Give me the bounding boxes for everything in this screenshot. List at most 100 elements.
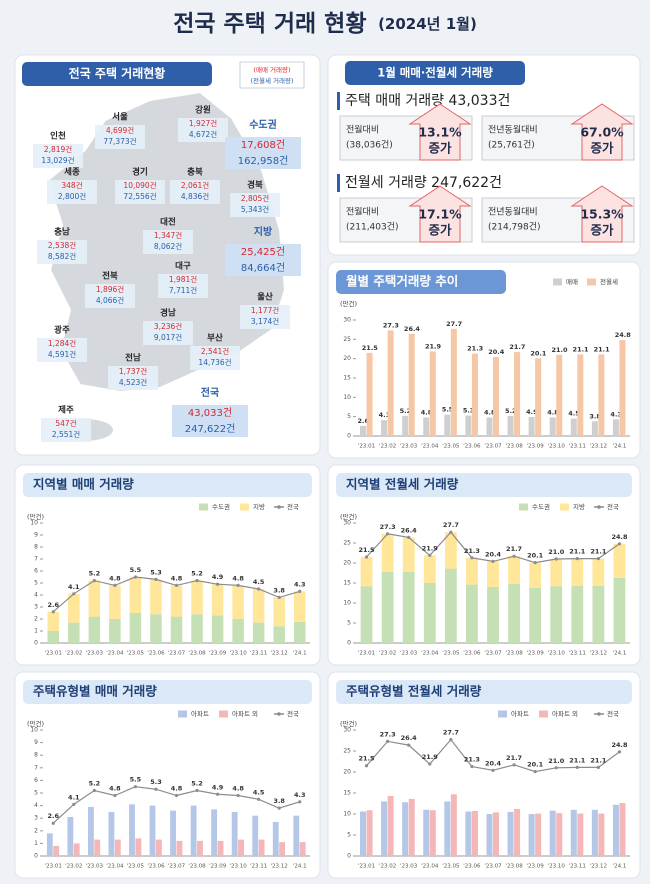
legend-swatch	[199, 503, 208, 511]
bar	[408, 798, 415, 856]
bar	[444, 414, 451, 436]
region-value-bg	[115, 180, 165, 204]
data-label: 4.8	[232, 785, 244, 793]
bar	[293, 591, 306, 622]
region-name: 부산	[207, 333, 223, 344]
line-point	[113, 583, 117, 588]
region-value-bg	[33, 144, 83, 168]
x-tick-label: '23.12	[271, 864, 288, 870]
region-rent: 3,174건	[251, 316, 279, 326]
legend-label: 수도권	[212, 503, 230, 511]
x-tick-label: '23.11	[569, 651, 586, 657]
line-point	[364, 555, 369, 559]
bar	[381, 533, 394, 572]
bar	[577, 813, 584, 856]
line-point	[533, 561, 537, 565]
total-sale: 17,608건	[241, 139, 285, 151]
bar	[429, 351, 436, 436]
line-point	[575, 765, 579, 769]
line-point	[298, 800, 302, 804]
bar	[238, 839, 244, 856]
line-point	[512, 554, 516, 558]
line-point	[364, 764, 369, 768]
line-point	[491, 559, 495, 564]
x-tick-label: '23.06	[463, 864, 481, 870]
line-point	[174, 793, 179, 798]
region-name: 경남	[160, 308, 176, 319]
page-title: 전국 주택 거래 현황 (2024년 1월)	[173, 11, 477, 37]
x-tick-label: '23.07	[484, 651, 502, 657]
legend-swatch	[240, 503, 249, 511]
x-tick-label: '23.02	[379, 864, 396, 870]
legend-swatch	[219, 710, 228, 718]
data-label: 4.9	[212, 783, 224, 791]
region-value-bg	[170, 180, 220, 204]
x-tick-label: '23.12	[590, 864, 607, 870]
total-name: 지방	[254, 225, 273, 238]
region-value-bg	[37, 240, 87, 264]
region-value-bg	[178, 118, 228, 142]
data-label: 4.8	[421, 408, 433, 416]
data-label: 21.7	[509, 343, 525, 351]
bar	[535, 358, 542, 436]
line-point	[72, 592, 76, 596]
region-sale: 2,061건	[181, 180, 209, 190]
y-tick-label: 6	[34, 777, 38, 784]
data-label: 4.3	[610, 410, 622, 418]
data-label: 24.8	[611, 741, 628, 749]
x-tick-label: '23.01	[358, 651, 375, 657]
x-tick-label: '23.03	[86, 864, 104, 870]
data-label: 3.8	[273, 797, 285, 805]
bar	[231, 811, 238, 856]
region-sale: 2,805건	[241, 193, 269, 203]
line-point	[72, 802, 76, 806]
y-tick-label: 10	[343, 394, 351, 401]
data-label: 27.7	[446, 320, 462, 328]
line-point	[470, 556, 474, 560]
bar	[549, 417, 556, 436]
data-label: 21.1	[594, 345, 611, 353]
x-tick-label: '23.06	[147, 651, 165, 657]
line-point	[195, 788, 199, 793]
y-tick-label: 5	[347, 832, 351, 839]
compare-base: (211,403건)	[346, 222, 399, 233]
legend-swatch-dot	[277, 505, 281, 509]
bar	[252, 622, 265, 643]
up-arrow	[570, 185, 634, 243]
region-sale: 1,737건	[119, 366, 147, 376]
region-value-bg	[108, 366, 158, 390]
x-tick-label: '23.10	[229, 651, 247, 657]
y-tick-label: 8	[34, 752, 38, 759]
bar	[150, 614, 162, 643]
region-rent: 4,523건	[119, 377, 147, 387]
bar	[550, 586, 563, 643]
x-tick-label: '23.08	[505, 444, 523, 450]
data-label: 5.2	[191, 570, 203, 578]
line-point	[277, 595, 281, 600]
data-label: 3.8	[589, 412, 601, 420]
y-tick-label: 10	[343, 600, 351, 607]
x-tick-label: '23.04	[421, 651, 439, 657]
region-rent: 4,591건	[48, 349, 76, 359]
y-tick-label: 2	[34, 616, 38, 623]
bar	[402, 415, 409, 436]
data-label: 21.0	[548, 548, 565, 556]
data-label: 2.6	[358, 417, 370, 425]
bar	[444, 801, 451, 856]
legend-swatch	[560, 503, 569, 511]
data-label: 5.5	[130, 566, 142, 574]
data-label: 2.6	[48, 812, 60, 820]
bar	[67, 816, 74, 856]
legend-label: 수도권	[532, 503, 550, 511]
line-point	[92, 579, 96, 583]
map-legend-sale: (매매 거래량)	[253, 65, 290, 74]
data-label: 20.4	[485, 759, 502, 767]
title-date: (2024년 1월)	[378, 15, 477, 33]
line-point	[257, 797, 261, 801]
bar	[293, 815, 300, 856]
bar	[493, 357, 500, 436]
map-legend-rent: (전월세 거래량)	[250, 76, 293, 85]
compare-direction: 증가	[428, 223, 452, 238]
data-label: 5.2	[505, 407, 517, 415]
